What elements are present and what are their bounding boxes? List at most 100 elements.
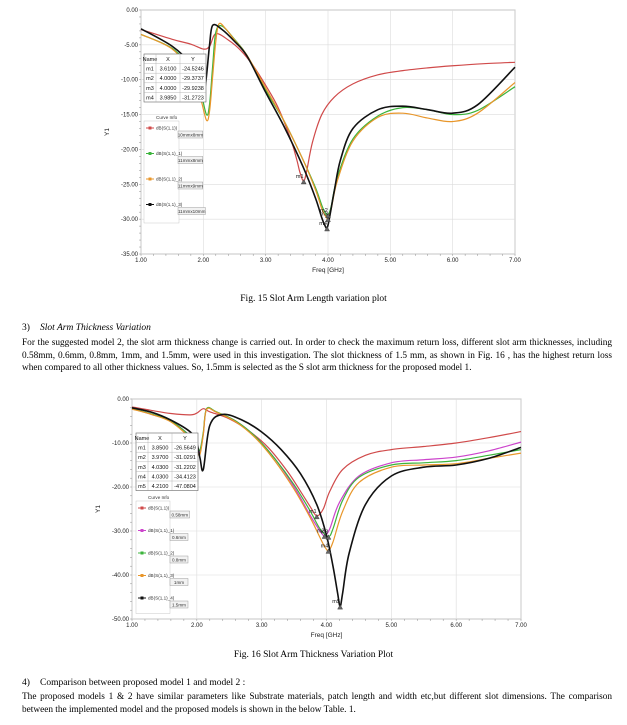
x-tick-label: 6.00	[450, 623, 462, 629]
section4-title: Comparison between proposed model 1 and …	[40, 678, 246, 688]
legend-swatch-dot-4	[140, 596, 144, 600]
legend-swatch-dot-1	[140, 529, 144, 532]
legend-swatch-dot-2	[140, 551, 144, 555]
legend-swatch-dot-0	[140, 506, 144, 510]
marker-table-header: X	[158, 436, 162, 442]
legend-series-label: 1.5mm	[172, 602, 186, 607]
legend-series-label: 11mmx10mm	[178, 209, 206, 214]
marker-table-cell: 4.2100	[152, 484, 169, 490]
section4-number: 4)	[22, 678, 30, 688]
fig16-caption: Fig. 16 Slot Arm Thickness Variation Plo…	[233, 650, 394, 660]
legend-series-name: dB(S(1,1)_4)	[148, 596, 175, 601]
x-tick-label: 7.00	[515, 623, 527, 629]
marker-point-m5	[337, 604, 343, 610]
legend-series-label: 1mm	[174, 580, 184, 585]
marker-point-m1	[300, 179, 307, 185]
marker-table-header: Y	[183, 436, 187, 442]
marker-table-cell: 3.9700	[152, 455, 169, 461]
marker-table-cell: 3.9850	[160, 95, 177, 101]
chart-svg: 1.00 2.00 3.00 4.00 5.00 6.00 7.00 0.00 -10.00 -2…	[95, 397, 527, 639]
chart-svg: 1.00 2.00 3.00 4.00 5.00 6.00 7.00 0.00 -5.00 -10…	[104, 8, 521, 274]
section3-number: 3)	[22, 323, 30, 333]
curve-info-title: Curve Info	[148, 495, 170, 500]
legend-series-name: dB(S(1,1)_3)	[148, 573, 175, 578]
legend-label-box	[177, 156, 203, 164]
x-tick-label: 3.00	[260, 258, 272, 264]
marker-table-header: Name	[143, 57, 158, 63]
marker-point-m2	[321, 533, 328, 539]
marker-label-m2: m2	[320, 208, 328, 214]
x-axis-label: Freq [GHz]	[311, 632, 343, 639]
legend-label-box	[177, 130, 203, 139]
x-tick-label: 2.00	[191, 623, 203, 629]
legend-series-label: 10mmx8mm	[178, 132, 203, 137]
marker-table-cell: m3	[138, 465, 146, 471]
y-tick-label: -50.00	[112, 617, 130, 623]
legend-series-label: 11mmx8mm	[178, 158, 203, 163]
x-tick-label: 5.00	[385, 623, 397, 629]
marker-table	[143, 53, 207, 103]
y-tick-label: -5.00	[124, 43, 138, 49]
legend-series-name: dB(S(1,1)_1)	[156, 151, 183, 156]
legend-series-name: dB(S(1,1))	[156, 126, 178, 131]
marker-table-header: X	[166, 57, 170, 63]
marker-point-m4	[325, 548, 332, 554]
marker-label-m3: m3	[321, 529, 329, 535]
marker-table-cell: m2	[146, 76, 154, 82]
marker-table-cell: -26.5649	[174, 446, 196, 452]
legend-swatch-dot-1	[148, 152, 152, 155]
marker-table-cell: m5	[138, 484, 146, 490]
y-tick-label: -15.00	[121, 113, 139, 119]
marker-point-m4	[324, 226, 330, 232]
legend-series-name: dB(S(1,1)_3)	[156, 202, 183, 207]
legend-series-label: 0.6mm	[172, 535, 186, 540]
section3-paragraph: For the suggested model 2, the slot arm …	[22, 338, 612, 374]
fig15-caption: Fig. 15 Slot Arm Length variation plot	[240, 294, 387, 304]
curve-info-box	[143, 120, 180, 224]
marker-table-cell: 4.0300	[152, 474, 169, 480]
marker-table-cell: -47.0804	[174, 484, 196, 490]
section4-paragraph: The proposed models 1 & 2 have similar p…	[22, 692, 612, 715]
legend-swatch-dot-3	[148, 203, 152, 206]
y-tick-label: 0.00	[126, 8, 138, 14]
marker-label-m3: m3	[320, 212, 328, 218]
marker-label-m1: m1	[309, 509, 317, 515]
marker-table-cell: 4.0000	[160, 76, 177, 82]
marker-label-m2: m2	[317, 529, 325, 535]
section4-heading: 4) Comparison between proposed model 1 an…	[22, 678, 245, 688]
marker-label-m4: m4	[321, 543, 329, 549]
x-tick-label: 5.00	[384, 258, 396, 264]
marker-point-m3	[325, 216, 331, 222]
legend-label-box	[177, 181, 203, 190]
legend-series-label: 0.58mm	[171, 512, 188, 517]
marker-table-cell: m3	[146, 86, 154, 92]
x-axis-label: Freq [GHz]	[312, 267, 344, 274]
curve-info-box	[135, 500, 171, 614]
series-line-0	[131, 406, 522, 517]
legend-series-name: dB(S(1,1)_1)	[148, 528, 175, 533]
marker-label-m1: m1	[296, 174, 304, 180]
series-line-2	[140, 22, 516, 220]
x-tick-label: 7.00	[509, 258, 521, 264]
y-tick-label: -20.00	[121, 147, 139, 153]
x-tick-label: 2.00	[197, 258, 209, 264]
x-tick-label: 6.00	[447, 258, 459, 264]
x-tick-label: 4.00	[321, 623, 333, 629]
legend-series-name: dB(S(1,1)_2)	[148, 551, 175, 556]
marker-table-cell: -24.5246	[182, 67, 204, 73]
legend-swatch-dot-2	[148, 177, 152, 181]
legend-series-label: 0.8mm	[172, 557, 186, 562]
y-tick-label: -35.00	[121, 252, 139, 258]
marker-table-cell: 3.6100	[160, 67, 177, 73]
y-tick-label: -40.00	[112, 573, 130, 579]
marker-table-cell: m2	[138, 455, 146, 461]
y-tick-label: 0.00	[117, 397, 129, 403]
marker-label-m5: m5	[332, 599, 340, 605]
marker-table-cell: -31.2202	[174, 465, 196, 471]
marker-table-cell: -31.0291	[174, 455, 196, 461]
marker-table-cell: m4	[146, 95, 154, 101]
marker-table-cell: -34.4123	[174, 474, 196, 480]
marker-table-cell: m1	[146, 67, 154, 73]
legend-label-box	[169, 555, 189, 564]
legend-series-label: 11mmx9mm	[178, 183, 203, 188]
